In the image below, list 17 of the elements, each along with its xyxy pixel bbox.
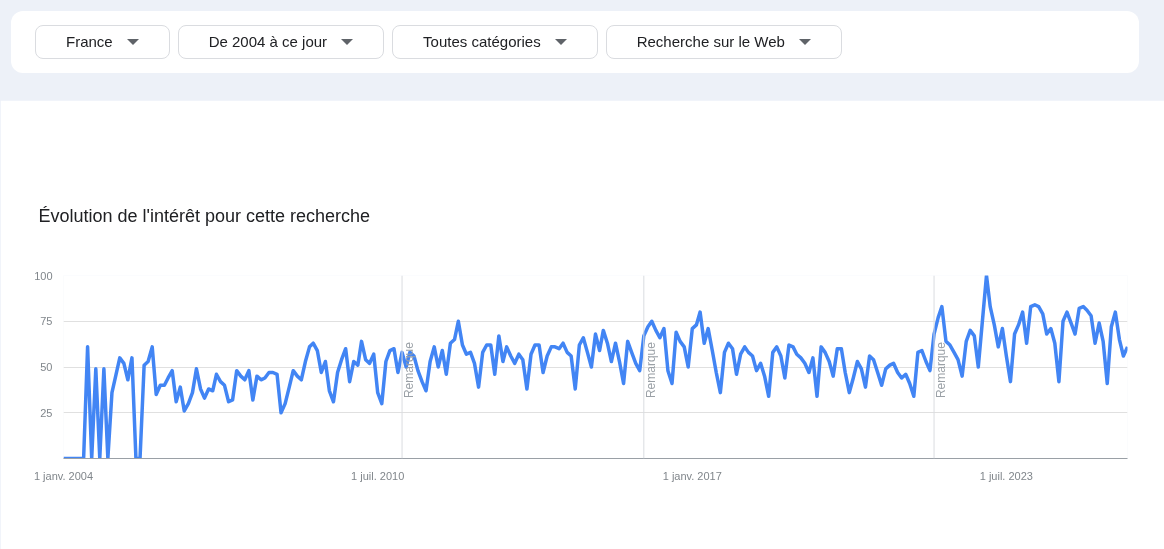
text: Toutes catégories xyxy=(392,25,598,59)
ref-line-label: Remarque xyxy=(402,341,417,399)
text: Recherche sur le Web xyxy=(605,25,842,59)
chart-title: Évolution de l'intérêt pour cette recherche xyxy=(38,205,371,226)
text: France xyxy=(35,25,170,59)
x-tick-label: 1 juil. 2023 xyxy=(979,469,1033,482)
text: De 2004 à ce jour xyxy=(177,25,385,59)
x-tick-label: 1 janv. 2004 xyxy=(33,469,94,482)
x-tick-label: 1 juil. 2010 xyxy=(351,469,405,482)
ref-line-label: Remarque xyxy=(643,341,658,399)
x-tick-label: 1 janv. 2017 xyxy=(662,469,722,482)
y-tick-label: 25 xyxy=(40,406,53,419)
y-tick-label: 75 xyxy=(40,315,53,328)
ref-line-label: Remarque xyxy=(934,341,949,399)
line-series xyxy=(63,275,1128,459)
y-tick-label: 100 xyxy=(34,269,53,282)
y-tick-label: 50 xyxy=(40,361,53,373)
